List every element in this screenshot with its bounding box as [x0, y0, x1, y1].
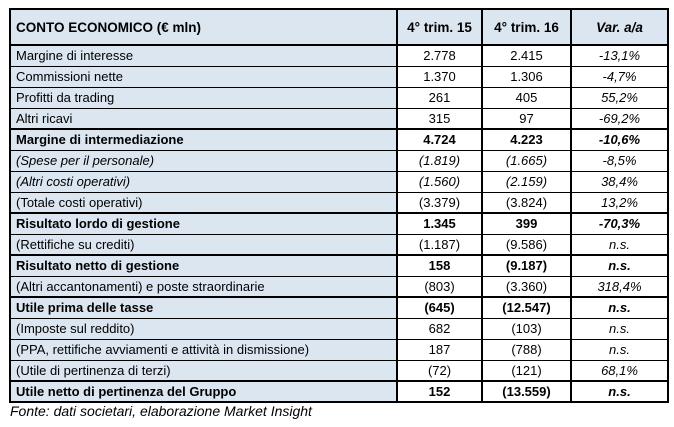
table-row: (Altri accantonamenti) e poste straordin… — [9, 275, 669, 298]
row-label: (Spese per il personale) — [9, 149, 398, 172]
header-var-yoy: Var. a/a — [570, 8, 669, 46]
row-q15-value: 1.370 — [396, 65, 483, 88]
row-label: Altri ricavi — [9, 107, 398, 130]
row-q15-value: (645) — [396, 296, 483, 319]
table-row: Commissioni nette 1.370 1.306 -4,7% — [9, 65, 669, 88]
row-q15-value: 4.724 — [396, 128, 483, 151]
row-var-value: -8,5% — [570, 149, 669, 172]
table-row: (Spese per il personale) (1.819) (1.665)… — [9, 149, 669, 172]
row-label: Margine di intermediazione — [9, 128, 398, 151]
row-q16-value: (2.159) — [481, 170, 572, 193]
row-q16-value: 97 — [481, 107, 572, 130]
row-q16-value: 4.223 — [481, 128, 572, 151]
row-var-value: n.s. — [570, 380, 669, 403]
row-q16-value: (103) — [481, 317, 572, 340]
row-q15-value: 261 — [396, 86, 483, 109]
table-row-subtotal: Margine di intermediazione 4.724 4.223 -… — [9, 128, 669, 151]
row-var-value: n.s. — [570, 338, 669, 361]
table-row: (Rettifiche su crediti) (1.187) (9.586) … — [9, 233, 669, 256]
row-q15-value: 682 — [396, 317, 483, 340]
row-label: (Altri costi operativi) — [9, 170, 398, 193]
table-row: (Totale costi operativi) (3.379) (3.824)… — [9, 191, 669, 214]
source-note: Fonte: dati societari, elaborazione Mark… — [10, 403, 312, 419]
row-label: (Altri accantonamenti) e poste straordin… — [9, 275, 398, 298]
row-q15-value: (72) — [396, 359, 483, 382]
row-q15-value: 152 — [396, 380, 483, 403]
row-q16-value: (121) — [481, 359, 572, 382]
row-q16-value: (788) — [481, 338, 572, 361]
row-var-value: -70,3% — [570, 212, 669, 235]
row-label: Utile netto di pertinenza del Gruppo — [9, 380, 398, 403]
row-label: Profitti da trading — [9, 86, 398, 109]
row-q16-value: 405 — [481, 86, 572, 109]
row-var-value: n.s. — [570, 317, 669, 340]
income-statement-table: CONTO ECONOMICO (€ mln) 4° trim. 15 4° t… — [9, 8, 669, 403]
row-q16-value: 2.415 — [481, 44, 572, 67]
header-q4-2016: 4° trim. 16 — [481, 8, 572, 46]
header-q4-2015: 4° trim. 15 — [396, 8, 483, 46]
row-var-value: 13,2% — [570, 191, 669, 214]
row-q16-value: (3.824) — [481, 191, 572, 214]
row-var-value: n.s. — [570, 254, 669, 277]
row-q15-value: (1.187) — [396, 233, 483, 256]
row-var-value: -10,6% — [570, 128, 669, 151]
row-label: (Imposte sul reddito) — [9, 317, 398, 340]
row-q15-value: (1.819) — [396, 149, 483, 172]
table-row: Altri ricavi 315 97 -69,2% — [9, 107, 669, 130]
row-label: (PPA, rettifiche avviamenti e attività i… — [9, 338, 398, 361]
row-q15-value: 2.778 — [396, 44, 483, 67]
table-row-subtotal: Utile prima delle tasse (645) (12.547) n… — [9, 296, 669, 319]
row-var-value: n.s. — [570, 296, 669, 319]
row-label: Risultato netto di gestione — [9, 254, 398, 277]
row-q16-value: (12.547) — [481, 296, 572, 319]
table-row-total: Utile netto di pertinenza del Gruppo 152… — [9, 380, 669, 403]
row-q16-value: (9.586) — [481, 233, 572, 256]
table-row-subtotal: Risultato netto di gestione 158 (9.187) … — [9, 254, 669, 277]
row-q15-value: 187 — [396, 338, 483, 361]
row-q15-value: (3.379) — [396, 191, 483, 214]
row-var-value: -69,2% — [570, 107, 669, 130]
table-row: (Imposte sul reddito) 682 (103) n.s. — [9, 317, 669, 340]
row-q15-value: (1.560) — [396, 170, 483, 193]
row-label: Commissioni nette — [9, 65, 398, 88]
row-var-value: 55,2% — [570, 86, 669, 109]
row-label: Risultato lordo di gestione — [9, 212, 398, 235]
row-var-value: -4,7% — [570, 65, 669, 88]
table-row-subtotal: Risultato lordo di gestione 1.345 399 -7… — [9, 212, 669, 235]
table-row: Profitti da trading 261 405 55,2% — [9, 86, 669, 109]
row-q16-value: (9.187) — [481, 254, 572, 277]
row-label: Margine di interesse — [9, 44, 398, 67]
row-var-value: 68,1% — [570, 359, 669, 382]
row-label: (Rettifiche su crediti) — [9, 233, 398, 256]
table-header-row: CONTO ECONOMICO (€ mln) 4° trim. 15 4° t… — [9, 8, 669, 46]
row-var-value: 38,4% — [570, 170, 669, 193]
row-q15-value: (803) — [396, 275, 483, 298]
row-label: (Utile di pertinenza di terzi) — [9, 359, 398, 382]
header-conto-economico: CONTO ECONOMICO (€ mln) — [9, 8, 398, 46]
row-var-value: 318,4% — [570, 275, 669, 298]
row-q16-value: 1.306 — [481, 65, 572, 88]
row-q15-value: 315 — [396, 107, 483, 130]
table-row: (Altri costi operativi) (1.560) (2.159) … — [9, 170, 669, 193]
table-row: Margine di interesse 2.778 2.415 -13,1% — [9, 44, 669, 67]
row-q16-value: (13.559) — [481, 380, 572, 403]
row-var-value: -13,1% — [570, 44, 669, 67]
table-row: (PPA, rettifiche avviamenti e attività i… — [9, 338, 669, 361]
row-q15-value: 1.345 — [396, 212, 483, 235]
row-label: Utile prima delle tasse — [9, 296, 398, 319]
row-label: (Totale costi operativi) — [9, 191, 398, 214]
row-q16-value: 399 — [481, 212, 572, 235]
row-q16-value: (3.360) — [481, 275, 572, 298]
table-row: (Utile di pertinenza di terzi) (72) (121… — [9, 359, 669, 382]
row-var-value: n.s. — [570, 233, 669, 256]
row-q16-value: (1.665) — [481, 149, 572, 172]
row-q15-value: 158 — [396, 254, 483, 277]
